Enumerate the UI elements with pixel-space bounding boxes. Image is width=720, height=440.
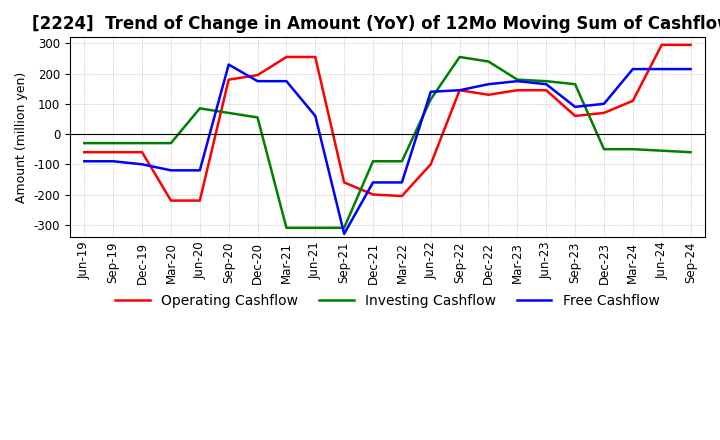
Operating Cashflow: [253, 73, 262, 78]
Operating Cashflow: [455, 88, 464, 93]
Investing Cashflow: [340, 225, 348, 231]
Free Cashflow: [657, 66, 666, 72]
Free Cashflow: [426, 89, 435, 95]
Operating Cashflow: [282, 55, 291, 60]
Investing Cashflow: [686, 150, 695, 155]
Free Cashflow: [340, 231, 348, 236]
Y-axis label: Amount (million yen): Amount (million yen): [15, 71, 28, 203]
Operating Cashflow: [600, 110, 608, 116]
Investing Cashflow: [225, 110, 233, 116]
Investing Cashflow: [571, 81, 580, 87]
Investing Cashflow: [629, 147, 637, 152]
Operating Cashflow: [484, 92, 492, 97]
Legend: Operating Cashflow, Investing Cashflow, Free Cashflow: Operating Cashflow, Investing Cashflow, …: [110, 289, 665, 314]
Investing Cashflow: [369, 159, 377, 164]
Operating Cashflow: [138, 150, 146, 155]
Free Cashflow: [138, 161, 146, 167]
Investing Cashflow: [657, 148, 666, 153]
Free Cashflow: [311, 113, 320, 118]
Operating Cashflow: [513, 88, 522, 93]
Operating Cashflow: [571, 113, 580, 118]
Investing Cashflow: [426, 97, 435, 102]
Free Cashflow: [484, 81, 492, 87]
Operating Cashflow: [196, 198, 204, 203]
Free Cashflow: [513, 78, 522, 84]
Free Cashflow: [369, 180, 377, 185]
Investing Cashflow: [455, 55, 464, 60]
Free Cashflow: [397, 180, 406, 185]
Investing Cashflow: [600, 147, 608, 152]
Investing Cashflow: [80, 140, 89, 146]
Line: Operating Cashflow: Operating Cashflow: [84, 45, 690, 201]
Operating Cashflow: [369, 192, 377, 197]
Operating Cashflow: [340, 180, 348, 185]
Investing Cashflow: [484, 59, 492, 64]
Investing Cashflow: [282, 225, 291, 231]
Free Cashflow: [542, 81, 551, 87]
Investing Cashflow: [513, 77, 522, 82]
Operating Cashflow: [542, 88, 551, 93]
Operating Cashflow: [311, 55, 320, 60]
Operating Cashflow: [166, 198, 175, 203]
Line: Free Cashflow: Free Cashflow: [84, 65, 690, 234]
Investing Cashflow: [253, 115, 262, 120]
Free Cashflow: [225, 62, 233, 67]
Investing Cashflow: [311, 225, 320, 231]
Free Cashflow: [600, 101, 608, 106]
Free Cashflow: [109, 159, 117, 164]
Free Cashflow: [282, 78, 291, 84]
Investing Cashflow: [542, 78, 551, 84]
Free Cashflow: [253, 78, 262, 84]
Operating Cashflow: [629, 98, 637, 103]
Free Cashflow: [629, 66, 637, 72]
Operating Cashflow: [426, 161, 435, 167]
Operating Cashflow: [109, 150, 117, 155]
Free Cashflow: [166, 168, 175, 173]
Investing Cashflow: [138, 140, 146, 146]
Investing Cashflow: [397, 159, 406, 164]
Investing Cashflow: [196, 106, 204, 111]
Free Cashflow: [686, 66, 695, 72]
Operating Cashflow: [397, 194, 406, 199]
Investing Cashflow: [166, 140, 175, 146]
Investing Cashflow: [109, 140, 117, 146]
Operating Cashflow: [225, 77, 233, 82]
Free Cashflow: [455, 88, 464, 93]
Operating Cashflow: [657, 42, 666, 48]
Free Cashflow: [196, 168, 204, 173]
Free Cashflow: [571, 104, 580, 110]
Operating Cashflow: [686, 42, 695, 48]
Operating Cashflow: [80, 150, 89, 155]
Title: [2224]  Trend of Change in Amount (YoY) of 12Mo Moving Sum of Cashflows: [2224] Trend of Change in Amount (YoY) o…: [32, 15, 720, 33]
Free Cashflow: [80, 159, 89, 164]
Line: Investing Cashflow: Investing Cashflow: [84, 57, 690, 228]
